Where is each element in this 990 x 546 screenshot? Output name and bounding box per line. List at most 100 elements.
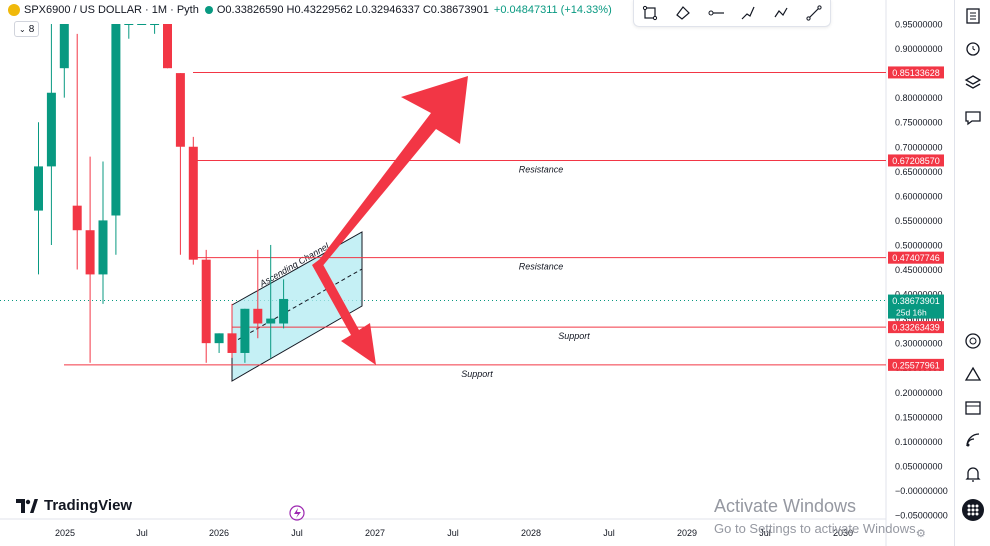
candle-body[interactable] <box>59 24 69 69</box>
candle-body[interactable] <box>150 24 160 25</box>
x-tick-label: Jul <box>291 528 303 538</box>
bearish-arrow <box>312 259 376 365</box>
candle-body[interactable] <box>201 259 211 344</box>
price-tag <box>888 66 944 79</box>
indicator-toggle[interactable]: ⌄ 8 <box>14 21 40 37</box>
candle-body[interactable] <box>46 92 56 167</box>
y-tick-label: 0.65000000 <box>895 167 943 177</box>
lightning-icon <box>294 508 301 518</box>
watchlist-icon[interactable] <box>961 4 985 28</box>
apps-icon[interactable] <box>961 498 985 522</box>
current-price-label: 0.38673901 <box>892 296 940 306</box>
trend-angle-icon[interactable] <box>770 2 792 24</box>
candle-body[interactable] <box>34 166 43 211</box>
y-tick-label: 0.90000000 <box>895 44 943 54</box>
chevron-down-icon: ⌄ <box>19 24 26 34</box>
y-tick-label: 0.45000000 <box>895 265 943 275</box>
price-tag <box>888 321 944 334</box>
x-tick-label: 2025 <box>55 528 75 538</box>
chat-icon[interactable] <box>961 106 985 130</box>
x-tick-label: 2030 <box>833 528 853 538</box>
level-text: Support <box>461 369 493 379</box>
x-tick-label: 2027 <box>365 528 385 538</box>
price-tag-label: 0.85133628 <box>892 68 940 78</box>
y-tick-label: 0.15000000 <box>895 412 943 422</box>
path-icon[interactable] <box>737 2 759 24</box>
candle-body[interactable] <box>163 24 172 69</box>
price-tag <box>888 358 944 371</box>
y-tick-label: 0.10000000 <box>895 437 943 447</box>
candle-body[interactable] <box>253 308 263 324</box>
candle-body[interactable] <box>111 24 121 216</box>
y-tick-label: 0.80000000 <box>895 93 943 103</box>
level-text: Resistance <box>519 262 564 272</box>
y-tick-label: 0.50000000 <box>895 240 943 250</box>
high-value: H0.43229562 <box>286 4 353 16</box>
price-tag <box>888 251 944 264</box>
event-marker-icon[interactable] <box>289 505 305 521</box>
candle-body[interactable] <box>98 220 108 275</box>
y-tick-label: −0.05000000 <box>895 511 948 521</box>
y-tick-label: 0.70000000 <box>895 142 943 152</box>
settings-icon[interactable]: ⚙ <box>916 528 926 540</box>
polyline-icon[interactable] <box>672 2 694 24</box>
y-tick-label: 0.75000000 <box>895 118 943 128</box>
coin-icon <box>8 4 20 16</box>
change-value: +0.04847311 (+14.33%) <box>493 4 612 16</box>
candle-body[interactable] <box>72 205 82 231</box>
layers-icon[interactable] <box>961 70 985 94</box>
bullish-arrow <box>316 76 468 268</box>
compass-icon[interactable] <box>961 329 985 353</box>
y-tick-label: 0.40000000 <box>895 290 943 300</box>
x-tick-label: Jul <box>603 528 615 538</box>
candle-body[interactable] <box>266 318 276 324</box>
bell-icon[interactable] <box>961 462 985 486</box>
y-tick-label: 0.60000000 <box>895 191 943 201</box>
level-text: Support <box>558 331 590 341</box>
alarm-icon[interactable] <box>961 36 985 60</box>
drawing-toolbar <box>633 0 831 27</box>
y-tick-label: 0.95000000 <box>895 20 943 30</box>
open-value: O0.33826590 <box>216 4 284 16</box>
indicator-count: 8 <box>28 23 35 35</box>
horizontal-ray-icon[interactable] <box>705 2 727 24</box>
candle-body[interactable] <box>214 333 224 344</box>
triangle-icon[interactable] <box>961 362 985 386</box>
candle-body[interactable] <box>227 333 237 353</box>
price-tag-label: 0.67208570 <box>892 156 940 166</box>
y-tick-label: −0.00000000 <box>895 486 948 496</box>
candle-body[interactable] <box>240 308 250 353</box>
x-tick-label: Jul <box>136 528 148 538</box>
calendar-icon[interactable] <box>961 395 985 419</box>
candle-body[interactable] <box>279 298 289 324</box>
right-sidebar <box>954 0 990 546</box>
rectangle-icon[interactable] <box>639 2 661 24</box>
tradingview-logo[interactable]: TradingView <box>16 497 132 514</box>
channel-midline <box>231 268 363 344</box>
candle-body[interactable] <box>188 146 198 260</box>
x-tick-label: Jul <box>759 528 771 538</box>
trend-line-icon[interactable] <box>803 2 825 24</box>
y-tick-label: 0.30000000 <box>895 339 943 349</box>
price-tag <box>888 154 944 167</box>
close-value: C0.38673901 <box>422 4 489 16</box>
x-tick-label: 2028 <box>521 528 541 538</box>
y-tick-label: 0.55000000 <box>895 216 943 226</box>
x-tick-label: Jul <box>447 528 459 538</box>
y-tick-label: 0.20000000 <box>895 388 943 398</box>
symbol-legend: SPX6900 / US DOLLAR · 1M · Pyth O0.33826… <box>8 2 612 18</box>
x-tick-label: 2026 <box>209 528 229 538</box>
x-tick-label: 2029 <box>677 528 697 538</box>
candle-body[interactable] <box>124 24 134 25</box>
price-tag-label: 0.33263439 <box>892 323 940 333</box>
low-value: L0.32946337 <box>355 4 420 16</box>
candle-body[interactable] <box>85 230 95 275</box>
symbol-title[interactable]: SPX6900 / US DOLLAR · 1M · Pyth <box>24 4 199 16</box>
candle-countdown: 25d 16h <box>896 308 927 318</box>
logo-text: TradingView <box>44 497 133 514</box>
broadcast-icon[interactable] <box>961 428 985 452</box>
price-tag-label: 0.47407746 <box>892 253 940 263</box>
candle-body[interactable] <box>137 24 147 25</box>
candle-body[interactable] <box>175 73 185 147</box>
